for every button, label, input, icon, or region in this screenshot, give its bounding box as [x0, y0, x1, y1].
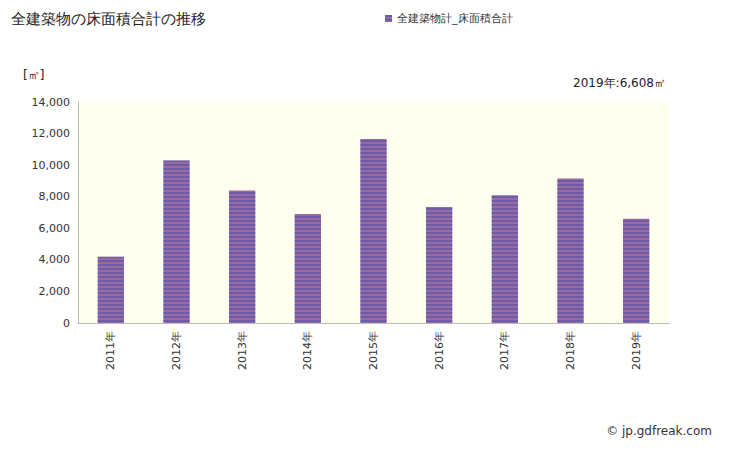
svg-text:© jp.gdfreak.com: © jp.gdfreak.com	[606, 424, 712, 438]
svg-text:全建築物計_床面積合計: 全建築物計_床面積合計	[397, 12, 513, 25]
svg-text:2018年: 2018年	[564, 331, 577, 370]
svg-text:2013年: 2013年	[236, 331, 249, 370]
svg-text:12,000: 12,000	[32, 127, 71, 140]
svg-text:2014年: 2014年	[301, 331, 314, 370]
svg-text:[㎡]: [㎡]	[23, 68, 44, 82]
svg-text:2016年: 2016年	[433, 331, 446, 370]
svg-text:全建築物の床面積合計の推移: 全建築物の床面積合計の推移	[11, 10, 206, 28]
svg-text:2015年: 2015年	[367, 331, 380, 370]
svg-text:4,000: 4,000	[39, 253, 71, 266]
svg-text:2012年: 2012年	[170, 331, 183, 370]
svg-text:10,000: 10,000	[32, 159, 71, 172]
svg-text:2011年: 2011年	[104, 331, 117, 370]
svg-text:14,000: 14,000	[32, 96, 71, 109]
svg-text:2019年:6,608㎡: 2019年:6,608㎡	[573, 76, 666, 90]
svg-text:2019年: 2019年	[630, 331, 643, 370]
svg-text:2017年: 2017年	[498, 331, 511, 370]
svg-text:6,000: 6,000	[39, 222, 71, 235]
svg-text:0: 0	[63, 317, 70, 330]
svg-text:2,000: 2,000	[39, 285, 71, 298]
svg-text:8,000: 8,000	[39, 190, 71, 203]
